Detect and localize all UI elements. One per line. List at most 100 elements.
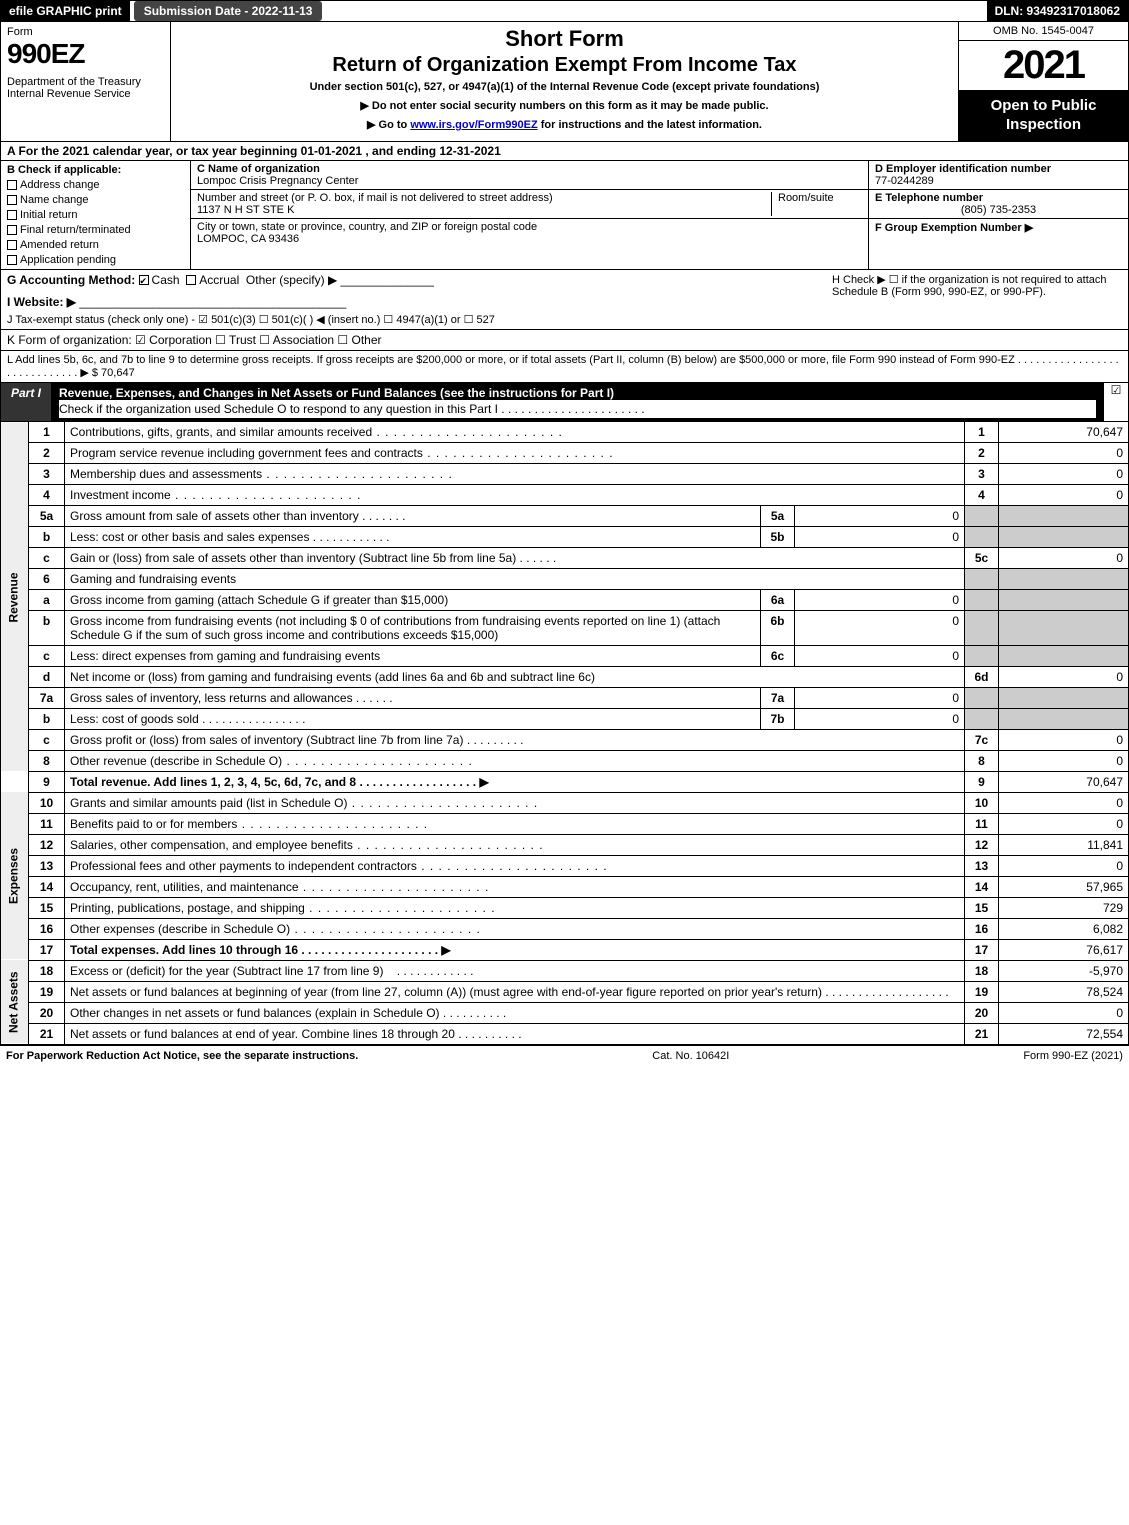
line-number: c (29, 547, 65, 568)
box-number: 8 (965, 750, 999, 771)
sub-number: 6a (761, 589, 795, 610)
opt-address-change[interactable]: Address change (7, 179, 184, 191)
footer: For Paperwork Reduction Act Notice, see … (0, 1045, 1129, 1066)
shaded-cell (999, 708, 1129, 729)
line-number: 12 (29, 834, 65, 855)
sub-value: 0 (795, 610, 965, 645)
opt-label: Final return/terminated (20, 224, 131, 236)
header-middle: Short Form Return of Organization Exempt… (171, 22, 958, 141)
shaded-cell (965, 645, 999, 666)
opt-label: Application pending (20, 254, 116, 266)
line-desc: Benefits paid to or for members (70, 817, 237, 831)
shaded-cell (965, 526, 999, 547)
line-desc: Salaries, other compensation, and employ… (70, 838, 353, 852)
box-value: 0 (999, 442, 1129, 463)
org-name: Lompoc Crisis Pregnancy Center (197, 175, 862, 187)
box-number: 2 (965, 442, 999, 463)
box-number: 13 (965, 855, 999, 876)
sub-value: 0 (795, 526, 965, 547)
line-desc: Less: cost of goods sold (70, 712, 199, 726)
line-number: 15 (29, 897, 65, 918)
line-desc: Gaming and fundraising events (65, 568, 965, 589)
opt-application-pending[interactable]: Application pending (7, 254, 184, 266)
line-number: 4 (29, 484, 65, 505)
line-number: 11 (29, 813, 65, 834)
line-number: 3 (29, 463, 65, 484)
line-a: A For the 2021 calendar year, or tax yea… (0, 142, 1129, 161)
line-number: a (29, 589, 65, 610)
line-desc: Gross amount from sale of assets other t… (70, 509, 359, 523)
box-number: 17 (965, 939, 999, 960)
line-k: K Form of organization: ☑ Corporation ☐ … (0, 330, 1129, 351)
top-bar: efile GRAPHIC print Submission Date - 20… (0, 0, 1129, 22)
line-number: 18 (29, 960, 65, 981)
col-b-label: B Check if applicable: (7, 164, 184, 176)
line-desc: Other revenue (describe in Schedule O) (70, 754, 282, 768)
box-number: 16 (965, 918, 999, 939)
box-number: 20 (965, 1002, 999, 1023)
box-value: 57,965 (999, 876, 1129, 897)
form-subtitle: Under section 501(c), 527, or 4947(a)(1)… (179, 81, 950, 93)
opt-name-change[interactable]: Name change (7, 194, 184, 206)
submission-date: Submission Date - 2022-11-13 (134, 1, 323, 21)
short-form-label: Short Form (179, 26, 950, 52)
shaded-cell (999, 687, 1129, 708)
cash-label: Cash (152, 273, 180, 287)
line-desc: Excess or (deficit) for the year (Subtra… (70, 964, 383, 978)
line-desc: Gross income from gaming (attach Schedul… (65, 589, 761, 610)
line-g-label: G Accounting Method: (7, 273, 135, 287)
tax-year: 2021 (959, 41, 1128, 91)
box-number: 12 (965, 834, 999, 855)
line-l: L Add lines 5b, 6c, and 7b to line 9 to … (0, 351, 1129, 383)
line-desc: Grants and similar amounts paid (list in… (70, 796, 347, 810)
note-url-pre: ▶ Go to (367, 119, 410, 131)
revenue-sidebar: Revenue (1, 422, 29, 772)
line-number: 5a (29, 505, 65, 526)
shaded-cell (965, 687, 999, 708)
sub-value: 0 (795, 687, 965, 708)
irs-link[interactable]: www.irs.gov/Form990EZ (410, 119, 537, 131)
box-value: 0 (999, 855, 1129, 876)
cash-checkbox[interactable] (139, 275, 149, 285)
part-1-header: Part I Revenue, Expenses, and Changes in… (0, 383, 1129, 422)
sub-number: 5a (761, 505, 795, 526)
col-b: B Check if applicable: Address change Na… (1, 161, 191, 269)
net-assets-sidebar: Net Assets (1, 960, 29, 1044)
box-value: 70,647 (999, 771, 1129, 792)
line-desc: Professional fees and other payments to … (70, 859, 417, 873)
line-number: 8 (29, 750, 65, 771)
line-desc: Membership dues and assessments (70, 467, 262, 481)
box-number: 11 (965, 813, 999, 834)
footer-right: Form 990-EZ (2021) (1023, 1050, 1123, 1062)
line-desc: Contributions, gifts, grants, and simila… (70, 425, 372, 439)
other-label: Other (specify) ▶ (246, 273, 337, 287)
opt-amended-return[interactable]: Amended return (7, 239, 184, 251)
accrual-checkbox[interactable] (186, 275, 196, 285)
city-cell: City or town, state or province, country… (191, 219, 868, 247)
header-right: OMB No. 1545-0047 2021 Open to Public In… (958, 22, 1128, 141)
opt-final-return[interactable]: Final return/terminated (7, 224, 184, 236)
opt-label: Name change (20, 194, 89, 206)
sub-number: 6c (761, 645, 795, 666)
line-desc: Less: cost or other basis and sales expe… (70, 530, 309, 544)
note-url-post: for instructions and the latest informat… (538, 119, 762, 131)
tel-label: E Telephone number (875, 192, 1122, 204)
shaded-cell (999, 568, 1129, 589)
line-i-label: I Website: ▶ (7, 295, 76, 309)
part-1-checkbox[interactable]: ☑ (1104, 383, 1128, 421)
line-number: c (29, 645, 65, 666)
box-number: 21 (965, 1023, 999, 1044)
line-g-h: G Accounting Method: Cash Accrual Other … (0, 270, 1129, 330)
part-1-title: Revenue, Expenses, and Changes in Net As… (51, 383, 1104, 421)
shaded-cell (965, 568, 999, 589)
efile-label[interactable]: efile GRAPHIC print (1, 1, 130, 21)
shaded-cell (965, 708, 999, 729)
line-number: 16 (29, 918, 65, 939)
shaded-cell (999, 610, 1129, 645)
note-ssn: ▶ Do not enter social security numbers o… (179, 99, 950, 112)
line-number: 7a (29, 687, 65, 708)
street-cell: Number and street (or P. O. box, if mail… (191, 190, 868, 219)
opt-initial-return[interactable]: Initial return (7, 209, 184, 221)
box-value: 0 (999, 729, 1129, 750)
box-number: 15 (965, 897, 999, 918)
